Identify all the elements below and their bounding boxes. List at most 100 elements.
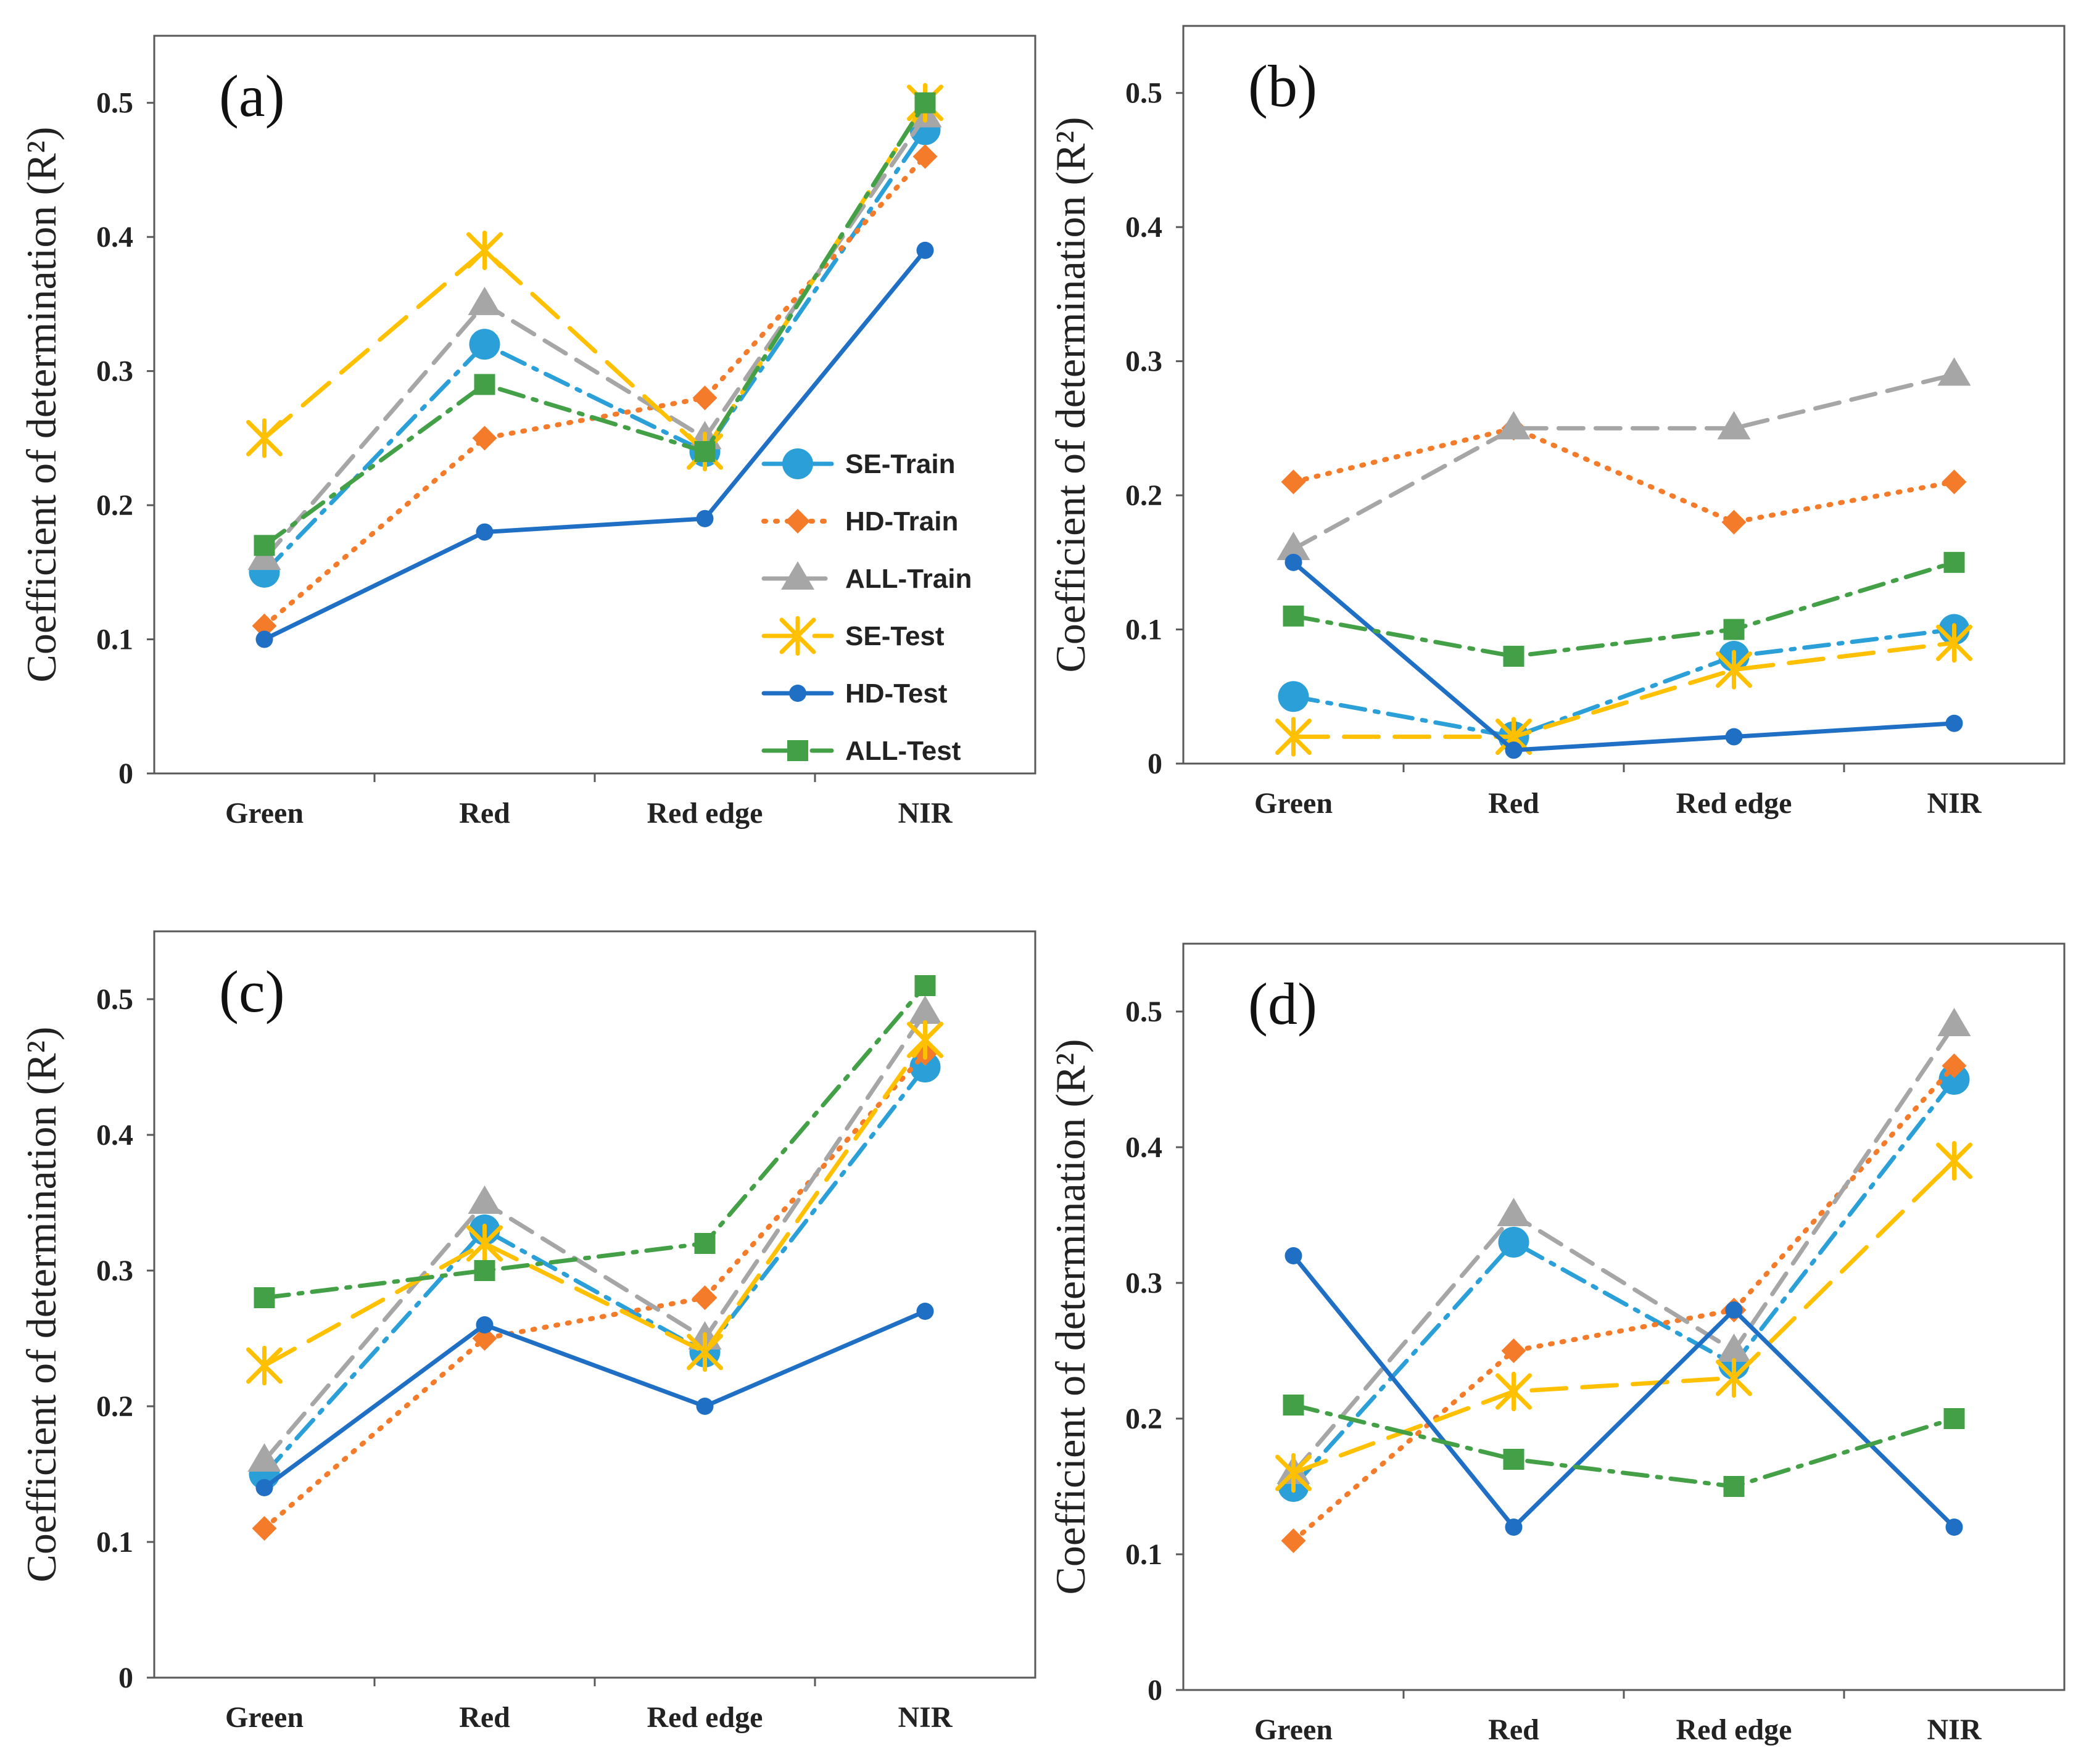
legend-label: SE-Test: [845, 621, 945, 651]
data-point-all-train-red-edge: [1717, 411, 1751, 440]
series-line-all-train: [1291, 372, 1956, 551]
series-line-se-train: [262, 1065, 927, 1477]
x-tick-label-red-edge: Red edge: [1676, 787, 1792, 820]
y-tick-label: 0.3: [96, 355, 133, 388]
data-point-hd-test-nir: [1945, 1519, 1963, 1536]
data-point-se-test-red-edge: [687, 1332, 723, 1372]
data-point-se-test-green: [1275, 717, 1312, 757]
data-point-hd-train-red: [472, 426, 497, 451]
x-tick-label-red-edge: Red edge: [647, 1701, 763, 1734]
data-point-all-train-red: [1497, 411, 1531, 440]
x-tick-label-green: Green: [225, 797, 304, 830]
y-tick-label: 0.5: [1125, 77, 1162, 110]
data-point-all-train-red: [468, 1185, 502, 1214]
data-point-hd-test-red: [476, 523, 494, 541]
series-line-hd-test: [1291, 560, 1956, 752]
legend-swatch-marker: [787, 740, 808, 761]
data-point-hd-test-red: [1505, 741, 1523, 759]
data-point-hd-test-nir: [1945, 714, 1963, 732]
y-tick-label: 0.5: [96, 983, 133, 1016]
data-point-hd-test-green: [1284, 1247, 1302, 1264]
y-tick-label: 0.4: [96, 1119, 133, 1152]
series-all-test: [254, 975, 936, 1308]
data-point-hd-train-nir: [1942, 469, 1967, 495]
x-tick-label-red: Red: [1488, 787, 1539, 820]
data-point-hd-train-nir: [1942, 1053, 1967, 1078]
data-point-hd-train-green: [252, 1516, 277, 1541]
series-se-test: [246, 1020, 943, 1386]
series-line-se-test: [1291, 640, 1956, 740]
series-line-all-test: [1291, 560, 1956, 659]
y-tick-label: 0.2: [96, 489, 133, 522]
y-axis-title: Coefficient of determination (R²): [1047, 1039, 1094, 1595]
x-tick-label-nir: NIR: [1927, 787, 1982, 820]
x-tick-label-red-edge: Red edge: [1676, 1713, 1792, 1746]
data-point-all-train-nir: [908, 995, 942, 1024]
data-point-se-train-green: [1278, 681, 1309, 712]
data-point-hd-train-red: [1501, 1338, 1526, 1363]
series-hd-test: [255, 241, 934, 648]
y-tick-label: 0.4: [96, 221, 133, 253]
data-point-hd-test-red: [1505, 1519, 1523, 1536]
series-line-hd-test: [262, 1309, 927, 1490]
y-tick-label: 0: [1148, 748, 1162, 780]
legend-item-se-train: SE-Train: [761, 448, 956, 479]
data-point-hd-test-green: [255, 1479, 273, 1496]
series-line-se-train: [1291, 1077, 1956, 1489]
data-point-se-test-nir: [907, 1020, 943, 1060]
data-point-all-train-green: [1276, 532, 1310, 561]
data-point-hd-train-red-edge: [692, 1285, 718, 1310]
x-tick-label-red: Red: [1488, 1713, 1539, 1746]
legend-swatch-marker: [779, 616, 816, 656]
x-tick-label-nir: NIR: [898, 797, 953, 830]
x-tick-label-green: Green: [1254, 787, 1333, 820]
data-point-hd-test-red-edge: [1725, 728, 1743, 746]
y-tick-label: 0.2: [1125, 479, 1162, 512]
data-point-all-test-red: [1503, 646, 1524, 667]
y-tick-label: 0.2: [96, 1390, 133, 1423]
panel-label: (a): [219, 63, 285, 129]
data-point-hd-train-red-edge: [1721, 509, 1747, 535]
data-point-all-test-red: [474, 1260, 495, 1281]
data-point-all-test-red: [1503, 1449, 1524, 1470]
data-point-hd-train-green: [1281, 1528, 1306, 1553]
y-tick-label: 0: [118, 1662, 133, 1694]
y-axis-title: Coefficient of determination (R²): [18, 127, 65, 683]
data-point-hd-test-nir: [916, 1303, 934, 1320]
data-point-all-test-nir: [1943, 551, 1965, 573]
y-tick-label: 0.3: [1125, 1267, 1162, 1300]
panel-label: (c): [219, 958, 285, 1024]
series-line-all-test: [1291, 1403, 1956, 1489]
x-tick-label-green: Green: [1254, 1713, 1333, 1746]
y-tick-label: 0.1: [1125, 614, 1162, 646]
series-all-train: [1276, 357, 1971, 561]
y-tick-label: 0.1: [1125, 1538, 1162, 1571]
series-line-hd-test: [1291, 1253, 1956, 1530]
data-point-all-train-green: [247, 1443, 281, 1472]
data-point-all-test-red-edge: [694, 1233, 716, 1254]
data-point-se-test-green: [246, 1345, 283, 1386]
data-point-hd-test-green: [255, 630, 273, 648]
y-tick-label: 0.2: [1125, 1403, 1162, 1435]
legend: SE-Train HD-Train ALL-Train SE-Test HD-Test A…: [761, 448, 972, 766]
legend-label: HD-Train: [845, 506, 958, 537]
data-point-all-test-green: [254, 535, 275, 556]
series-line-all-test: [262, 101, 927, 548]
data-point-all-train-red-edge: [1717, 1333, 1751, 1362]
legend-label: HD-Test: [845, 678, 948, 709]
data-point-se-test-green: [246, 418, 283, 458]
data-point-se-test-red-edge: [1716, 1358, 1752, 1398]
series-all-test: [254, 92, 936, 556]
data-point-all-test-red-edge: [1723, 1476, 1745, 1497]
data-point-all-train-red: [1497, 1198, 1531, 1226]
data-point-all-test-nir: [1943, 1408, 1965, 1429]
data-point-hd-test-green: [1284, 553, 1302, 571]
data-point-all-test-nir: [914, 92, 936, 113]
chart-panel-d: 0 0.1 0.2 0.3 0.4 0.5 Green Red Red edge NIR Coeff…: [1047, 942, 2066, 1746]
data-point-all-test-nir: [914, 975, 936, 996]
y-tick-label: 0.4: [1125, 1131, 1162, 1164]
data-point-se-test-red: [1495, 1371, 1532, 1412]
data-point-se-test-nir: [1936, 1140, 1972, 1181]
data-point-se-test-red: [466, 230, 503, 271]
